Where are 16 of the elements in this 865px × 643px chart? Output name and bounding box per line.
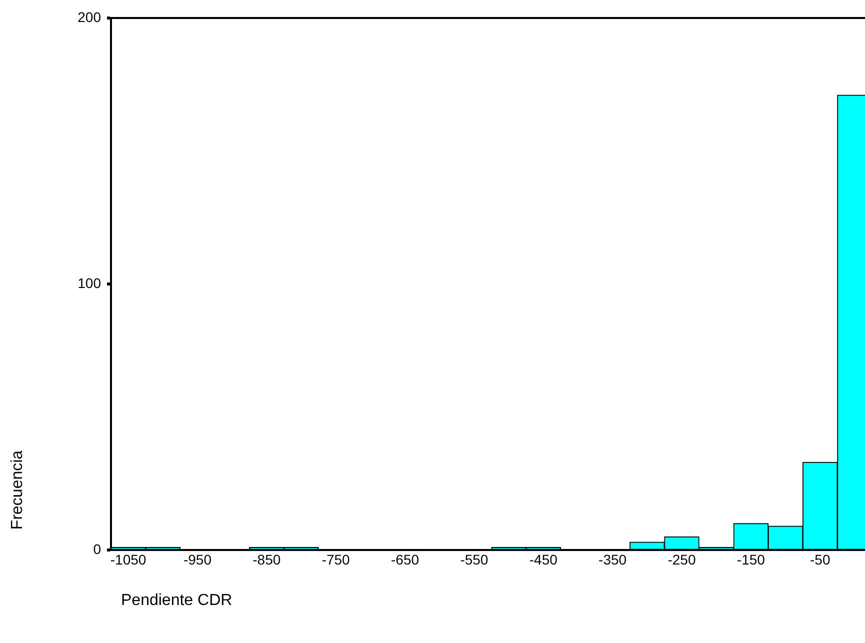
- y-tick-label: 100: [78, 274, 102, 291]
- x-tick-label: -550: [460, 551, 488, 568]
- x-tick-label: -750: [322, 551, 350, 568]
- x-tick-label: -1050: [110, 551, 146, 568]
- x-tick-label: -250: [668, 551, 696, 568]
- x-tick-label: -950: [183, 551, 212, 568]
- y-tick-label: 0: [93, 540, 102, 557]
- x-axis-title: Pendiente CDR: [121, 592, 232, 610]
- x-tick-label: -350: [598, 551, 627, 568]
- x-tick-label: -850: [252, 551, 281, 568]
- y-axis-title: Frecuencia: [9, 450, 27, 530]
- y-tick-label: 200: [78, 8, 102, 25]
- x-tick-label: -650: [391, 551, 420, 568]
- x-tick-label: -450: [529, 551, 558, 568]
- x-tick-label: -50: [810, 551, 830, 568]
- x-tick-label: -150: [736, 551, 766, 568]
